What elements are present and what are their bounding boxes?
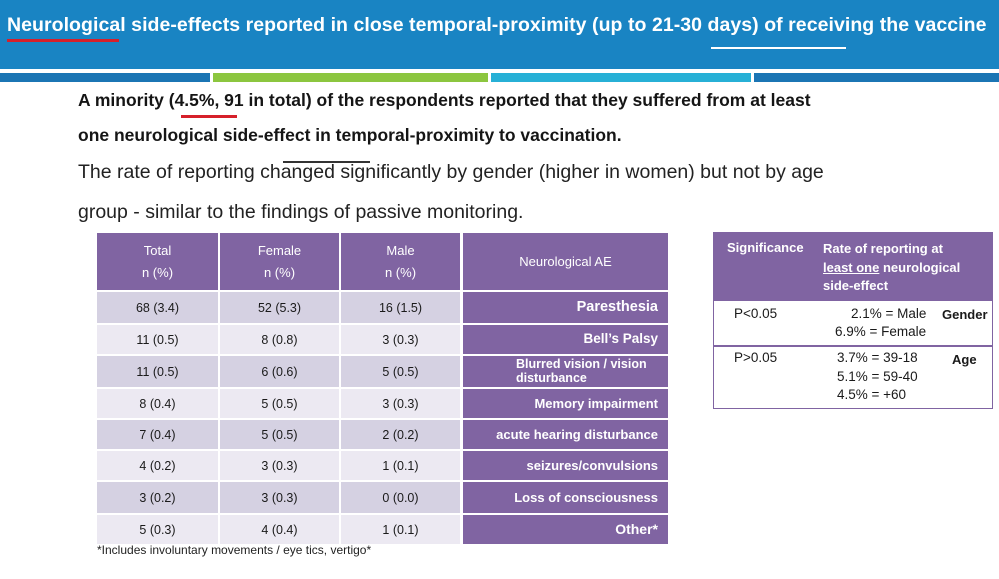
gender-p-value: P<0.05 <box>734 306 778 321</box>
cell-ae-text: Blurred vision / vision disturbance <box>516 357 647 385</box>
header-total-unit: n (%) <box>141 265 174 281</box>
cell-total: 11 (0.5) <box>97 356 218 387</box>
cell-male: 5 (0.5) <box>341 356 460 387</box>
table-footnote: *Includes involuntary movements / eye ti… <box>97 543 372 557</box>
cell-ae: Paresthesia <box>463 292 668 323</box>
cell-female: 8 (0.8) <box>220 325 339 354</box>
header-total: Total n (%) <box>97 233 218 290</box>
intro-bold-line-2: one neurological side-effect in temporal… <box>78 125 622 145</box>
header-rate: Rate of reporting at least one neurologi… <box>823 240 988 296</box>
cell-total: 8 (0.4) <box>97 389 218 418</box>
cell-female: 3 (0.3) <box>220 482 339 513</box>
color-strip-blue-2 <box>754 73 999 82</box>
age-rate-3: 4.5% = +60 <box>837 387 907 402</box>
header-female: Female n (%) <box>220 233 339 290</box>
header-rate-underlined: least one <box>823 259 880 275</box>
gender-rate-male: 2.1% = Male <box>851 306 927 321</box>
cell-male: 3 (0.3) <box>341 389 460 418</box>
header-significance: Significance <box>727 240 804 255</box>
cell-total: 7 (0.4) <box>97 420 218 449</box>
percent-red-underline <box>181 115 237 118</box>
changed-overline <box>283 161 370 163</box>
age-rate-1: 3.7% = 39-18 <box>837 350 918 365</box>
age-rate-2: 5.1% = 59-40 <box>837 369 918 384</box>
cell-female: 52 (5.3) <box>220 292 339 323</box>
slide-title: Neurological side-effects reported in cl… <box>7 14 987 36</box>
cell-male: 16 (1.5) <box>341 292 460 323</box>
color-strip-green <box>213 73 488 82</box>
cell-male: 0 (0.0) <box>341 482 460 513</box>
color-strip-blue <box>0 73 210 82</box>
cell-female: 4 (0.4) <box>220 515 339 544</box>
color-strip-cyan <box>491 73 751 82</box>
cell-female: 6 (0.6) <box>220 356 339 387</box>
cell-ae: acute hearing disturbance <box>463 420 668 449</box>
header-rate-line-1: Rate of reporting at <box>823 241 943 256</box>
cell-female: 5 (0.5) <box>220 389 339 418</box>
header-male-unit: n (%) <box>384 265 417 281</box>
cell-total: 11 (0.5) <box>97 325 218 354</box>
header-neurological-ae: Neurological AE <box>463 233 668 290</box>
intro-line-3: The rate of reporting changed significan… <box>78 161 824 183</box>
significance-divider <box>714 345 992 347</box>
cell-total: 4 (0.2) <box>97 451 218 480</box>
age-p-value: P>0.05 <box>734 350 778 365</box>
header-female-label: Female <box>257 242 302 258</box>
cell-ae: Bell’s Palsy <box>463 325 668 354</box>
cell-female: 3 (0.3) <box>220 451 339 480</box>
header-female-unit: n (%) <box>263 265 296 281</box>
gender-rate-female: 6.9% = Female <box>835 324 927 339</box>
header-rate-line-3: side-effect <box>823 278 889 293</box>
header-male-label: Male <box>386 242 415 258</box>
cell-male: 1 (0.1) <box>341 451 460 480</box>
cell-total: 68 (3.4) <box>97 292 218 323</box>
gender-label: Gender <box>942 307 988 322</box>
cell-female: 5 (0.5) <box>220 420 339 449</box>
cell-ae: Blurred vision / vision disturbance <box>463 356 668 387</box>
cell-ae: Other* <box>463 515 668 544</box>
cell-total: 5 (0.3) <box>97 515 218 544</box>
cell-ae: seizures/convulsions <box>463 451 668 480</box>
significance-table: Significance Rate of reporting at least … <box>713 232 993 409</box>
header-total-label: Total <box>143 242 172 258</box>
intro-line-4: group - similar to the findings of passi… <box>78 201 524 223</box>
age-label: Age <box>952 352 977 367</box>
cell-male: 2 (0.2) <box>341 420 460 449</box>
cell-ae: Memory impairment <box>463 389 668 418</box>
cell-male: 3 (0.3) <box>341 325 460 354</box>
title-bar: Neurological side-effects reported in cl… <box>0 0 999 69</box>
title-white-underline <box>711 47 846 49</box>
significance-header: Significance Rate of reporting at least … <box>714 233 992 301</box>
cell-ae: Loss of consciousness <box>463 482 668 513</box>
title-red-underline <box>7 39 119 42</box>
cell-male: 1 (0.1) <box>341 515 460 544</box>
cell-total: 3 (0.2) <box>97 482 218 513</box>
header-rate-line-2: neurological <box>879 259 961 275</box>
intro-bold-line-1: A minority (4.5%, 91 in total) of the re… <box>78 90 811 110</box>
header-male: Male n (%) <box>341 233 460 290</box>
